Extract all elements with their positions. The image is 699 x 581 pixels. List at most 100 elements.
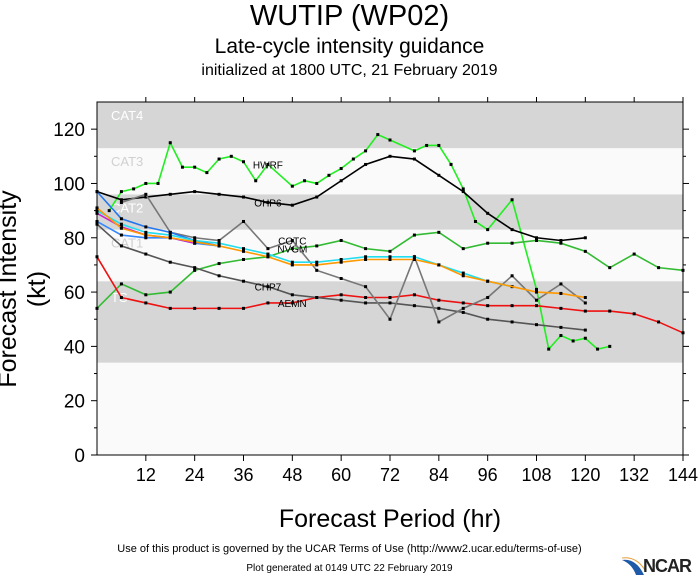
- band-ts: [97, 281, 683, 363]
- data-point: [559, 306, 563, 310]
- generated-time: Plot generated at 0149 UTC 22 February 2…: [246, 563, 453, 574]
- data-point: [132, 187, 136, 191]
- data-point: [119, 282, 123, 286]
- data-point: [144, 181, 148, 185]
- band-label: CAT1: [111, 236, 143, 251]
- data-point: [119, 190, 123, 194]
- data-point: [388, 317, 392, 321]
- y-tick-label: 20: [64, 392, 85, 413]
- data-point: [486, 211, 490, 215]
- data-point: [290, 263, 294, 267]
- data-point: [193, 306, 197, 310]
- data-point: [339, 293, 343, 297]
- data-point: [242, 279, 245, 283]
- data-point: [510, 304, 514, 308]
- x-tick-label: 48: [282, 465, 302, 485]
- data-point: [510, 241, 514, 245]
- data-point: [461, 271, 465, 275]
- init-time: initialized at 1800 UTC, 21 February 201…: [201, 62, 498, 79]
- data-point: [510, 320, 514, 324]
- data-point: [290, 247, 294, 251]
- data-point: [205, 171, 209, 175]
- series-line-consensus-10: [96, 207, 586, 299]
- data-point: [315, 195, 319, 199]
- data-point: [461, 187, 465, 191]
- data-point: [412, 233, 416, 237]
- data-point: [535, 323, 538, 327]
- data-point: [242, 257, 245, 261]
- data-point: [461, 247, 465, 251]
- data-point: [266, 285, 270, 289]
- data-point: [486, 279, 490, 283]
- data-point: [461, 190, 465, 194]
- data-point: [242, 195, 245, 199]
- data-point: [144, 236, 148, 240]
- data-point: [608, 266, 612, 270]
- data-point: [144, 230, 148, 234]
- data-point: [339, 238, 343, 242]
- data-point: [583, 236, 587, 240]
- data-point: [437, 173, 441, 177]
- data-point: [425, 143, 429, 147]
- data-point: [388, 138, 392, 142]
- data-point: [290, 238, 294, 242]
- data-point: [266, 301, 270, 305]
- data-point: [119, 198, 123, 202]
- data-point: [315, 263, 319, 267]
- x-tick-label: 108: [521, 465, 551, 485]
- data-point: [168, 260, 172, 264]
- data-point: [437, 230, 441, 234]
- data-point: [168, 290, 172, 294]
- x-tick-label: 60: [331, 465, 351, 485]
- data-point: [437, 298, 441, 302]
- data-point: [559, 238, 563, 242]
- band-label: CAT2: [111, 200, 143, 215]
- y-tick-label: 80: [64, 229, 85, 250]
- x-axis-label: Forecast Period (hr): [278, 505, 502, 533]
- y-tick-label: 120: [53, 120, 85, 141]
- data-point: [180, 165, 184, 169]
- series-line-hwrf: [108, 133, 610, 351]
- data-point: [290, 260, 294, 264]
- chart-subtitle: Late-cycle intensity guidance: [214, 35, 485, 58]
- data-point: [315, 244, 319, 248]
- y-tick-label: 60: [64, 283, 85, 304]
- data-point: [437, 263, 441, 267]
- data-point: [290, 203, 294, 207]
- data-point: [168, 233, 172, 237]
- data-point: [583, 301, 587, 305]
- data-point: [217, 274, 221, 278]
- data-point: [364, 255, 368, 259]
- data-point: [364, 149, 368, 153]
- ncar-logo: NCAR: [621, 556, 697, 576]
- data-point: [144, 233, 148, 237]
- series-label: CHP7: [255, 283, 282, 294]
- data-point: [657, 320, 661, 324]
- data-point: [583, 336, 587, 340]
- data-point: [364, 296, 368, 300]
- data-point: [535, 236, 538, 240]
- data-point: [242, 247, 245, 251]
- data-point: [144, 192, 148, 196]
- data-point: [242, 306, 245, 310]
- data-point: [339, 257, 343, 261]
- data-point: [119, 233, 123, 237]
- series-label: AEMN: [278, 299, 307, 310]
- x-tick-label: 36: [233, 465, 253, 485]
- band-label: CAT3: [111, 154, 143, 169]
- data-point: [510, 228, 514, 232]
- x-tick-label: 144: [668, 465, 698, 485]
- x-tick-label: 84: [429, 465, 449, 485]
- data-point: [388, 255, 392, 259]
- data-point: [119, 222, 123, 226]
- data-point: [535, 238, 538, 242]
- data-point: [290, 293, 294, 297]
- data-point: [388, 296, 392, 300]
- data-point: [583, 309, 587, 313]
- data-point: [388, 257, 392, 261]
- data-point: [242, 160, 245, 164]
- data-point: [119, 226, 123, 230]
- data-point: [596, 347, 600, 351]
- data-point: [217, 157, 221, 161]
